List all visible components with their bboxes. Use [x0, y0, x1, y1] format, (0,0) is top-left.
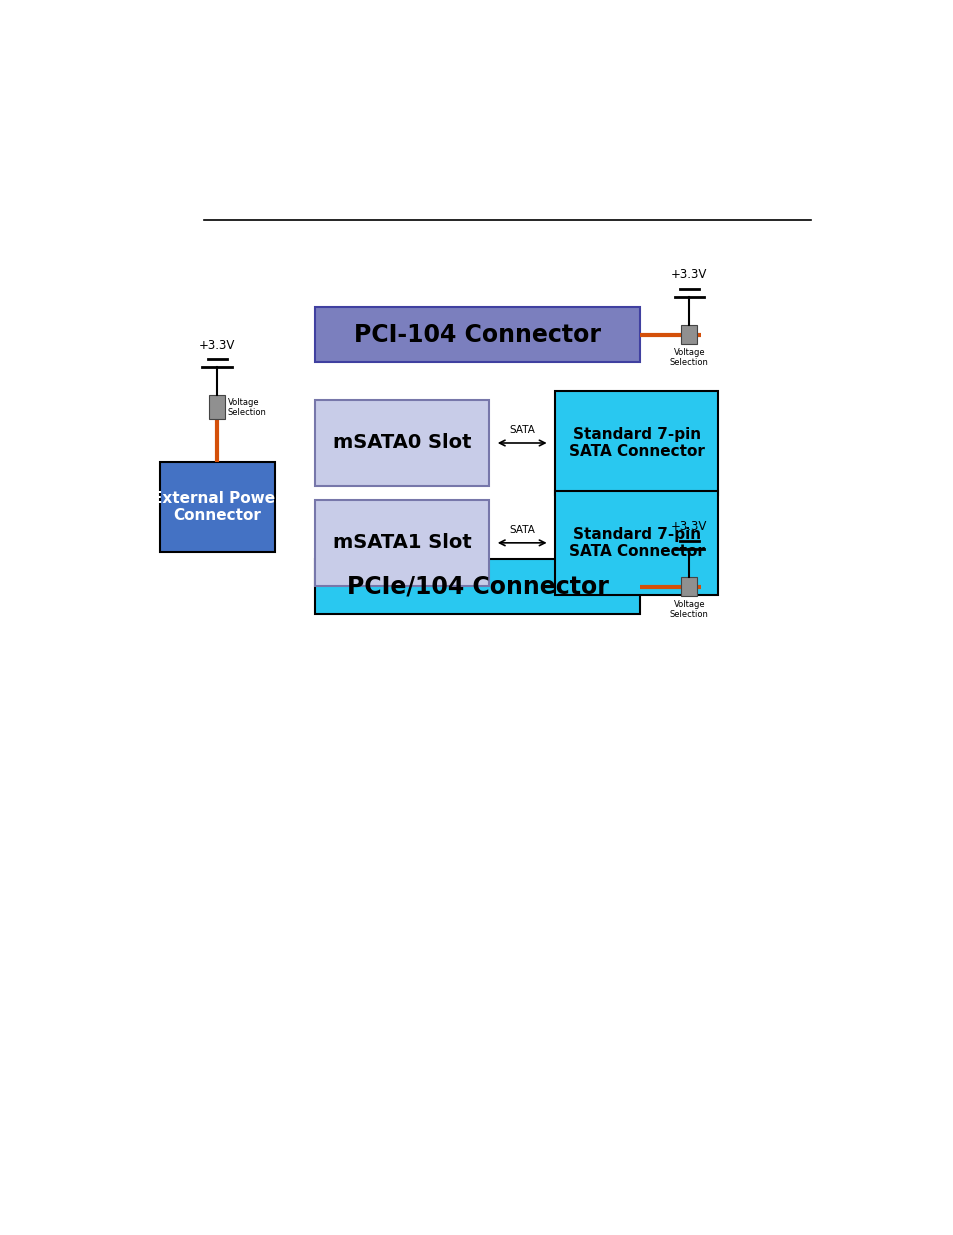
Text: Standard 7-pin
SATA Connector: Standard 7-pin SATA Connector	[568, 427, 704, 459]
FancyBboxPatch shape	[314, 400, 488, 485]
Text: +3.3V: +3.3V	[199, 338, 235, 352]
Text: Voltage
Selection: Voltage Selection	[228, 398, 266, 417]
Text: +3.3V: +3.3V	[670, 520, 707, 534]
FancyBboxPatch shape	[160, 462, 274, 552]
Text: External Power
Connector: External Power Connector	[152, 492, 282, 524]
Text: SATA: SATA	[509, 425, 535, 436]
FancyBboxPatch shape	[680, 325, 697, 345]
Text: mSATA1 Slot: mSATA1 Slot	[333, 534, 471, 552]
Text: PCI-104 Connector: PCI-104 Connector	[354, 322, 600, 347]
Text: +3.3V: +3.3V	[670, 268, 707, 282]
FancyBboxPatch shape	[314, 500, 488, 585]
Text: PCIe/104 Connector: PCIe/104 Connector	[347, 574, 608, 599]
FancyBboxPatch shape	[314, 559, 639, 614]
Text: Standard 7-pin
SATA Connector: Standard 7-pin SATA Connector	[568, 526, 704, 559]
FancyBboxPatch shape	[680, 577, 697, 597]
Text: Voltage
Selection: Voltage Selection	[669, 348, 708, 367]
Text: Voltage
Selection: Voltage Selection	[669, 600, 708, 619]
FancyBboxPatch shape	[555, 490, 718, 595]
FancyBboxPatch shape	[209, 395, 225, 419]
FancyBboxPatch shape	[314, 308, 639, 362]
FancyBboxPatch shape	[555, 390, 718, 495]
Text: mSATA0 Slot: mSATA0 Slot	[333, 433, 471, 452]
Text: SATA: SATA	[509, 525, 535, 535]
